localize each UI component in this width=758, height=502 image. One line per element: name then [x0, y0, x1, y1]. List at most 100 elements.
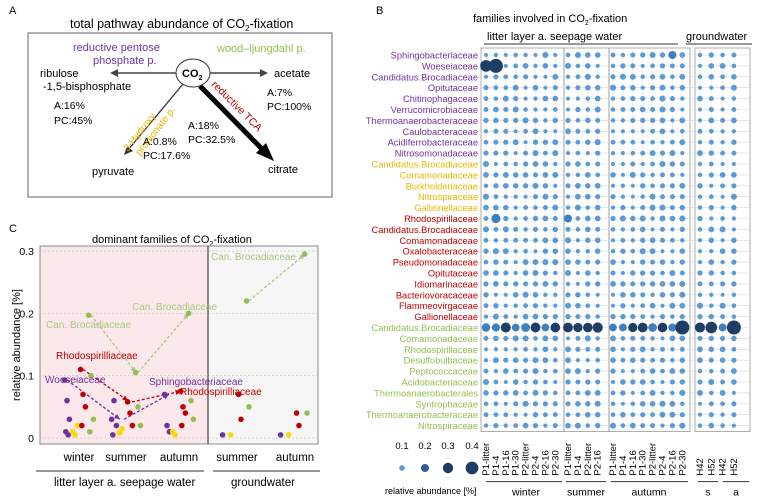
bubble-dot: [708, 63, 715, 69]
bubble-dot: [659, 204, 666, 211]
bubble-dot: [584, 389, 591, 396]
bubble-dot: [513, 412, 518, 417]
c-data-point: [61, 377, 68, 383]
bubble-dot: [523, 368, 529, 374]
bubble-dot: [660, 172, 665, 178]
bubble-dot: [720, 238, 725, 243]
bubble-dot: [543, 303, 548, 308]
bubble-dot: [649, 85, 656, 91]
bubble-dot: [513, 74, 518, 80]
bubble-dot: [708, 422, 715, 429]
bubble-dot: [594, 182, 601, 189]
bubble-dot: [483, 368, 489, 374]
bubble-dot: [565, 412, 571, 417]
family-label: Chitinophagaceae: [403, 94, 478, 104]
bubble-dot: [650, 216, 655, 221]
bubble-dot: [503, 270, 509, 276]
bubble-dot: [649, 150, 656, 157]
bubble-dot: [522, 183, 529, 189]
bubble-dot: [513, 368, 519, 374]
bubble-dot: [575, 96, 580, 101]
bubble-dot: [660, 423, 665, 428]
bubble-dot: [639, 401, 646, 407]
bubble-dot: [696, 302, 704, 309]
bubble-dot: [552, 248, 559, 254]
c-annotation: Can. Brocadiaceae: [211, 252, 296, 263]
bubble-dot: [640, 281, 646, 287]
bubble-dot: [610, 215, 616, 222]
bubble-dot: [620, 291, 626, 298]
bubble-dot: [731, 227, 736, 232]
bubble-dot: [720, 270, 725, 276]
bubble-dot: [709, 249, 714, 254]
bubble-dot: [543, 85, 548, 90]
bubble-dot: [610, 172, 616, 178]
bubble-dot: [670, 129, 675, 134]
bubble-dot: [697, 335, 703, 341]
c-trend-arrow: [137, 312, 190, 373]
bubble-dot: [620, 52, 626, 58]
bubble-dot: [610, 249, 616, 254]
season-label: s: [705, 487, 710, 499]
bubble-dot: [575, 412, 581, 418]
bubble-dot: [640, 292, 646, 298]
bubble-dot: [553, 390, 558, 396]
bubble-dot: [679, 117, 686, 124]
family-label: Burkholderiaceae: [406, 181, 478, 191]
bubble-dot: [697, 205, 703, 210]
bubble-dot: [542, 193, 549, 200]
bubble-dot: [639, 248, 646, 255]
bubble-dot: [731, 281, 737, 287]
c-data-point: [177, 388, 184, 395]
bubble-dot: [720, 85, 725, 91]
bubble-dot: [513, 226, 519, 232]
c-xtick-label: autumn: [160, 452, 198, 464]
bubble-dot: [640, 270, 646, 276]
c-data-point: [80, 391, 86, 398]
sample-label: P2-litter: [648, 443, 659, 476]
bubble-dot: [513, 281, 519, 287]
bubble-dot: [669, 96, 675, 102]
family-label: Acidobacteriaceae: [402, 378, 479, 388]
bubble-dot: [679, 291, 686, 298]
bubble-dot: [483, 74, 489, 79]
bubble-dot: [720, 379, 726, 385]
sample-label: P1-4: [573, 456, 584, 476]
bubble-dot: [512, 84, 519, 91]
bubble-dot: [610, 183, 616, 188]
bubble-dot: [552, 95, 559, 102]
bubble-dot: [512, 390, 519, 396]
bubble-dot: [592, 322, 603, 333]
bubble-dot: [659, 215, 666, 222]
c-annotation: Woeseiaceae: [45, 375, 106, 386]
bubble-dot: [542, 390, 549, 396]
bubble-dot: [708, 401, 714, 407]
bubble-dot: [512, 106, 519, 113]
bubble-dot: [731, 303, 737, 309]
bubble-dot: [513, 347, 518, 352]
bubble-dot: [708, 117, 715, 124]
bubble-dot: [513, 249, 518, 254]
bubble-dot: [542, 205, 548, 211]
family-label: Caulobacteraceae: [403, 127, 478, 137]
bubble-dot: [585, 139, 591, 145]
bubble-dot: [670, 74, 675, 80]
bubble-dot: [585, 249, 590, 254]
bubble-dot: [720, 368, 726, 374]
bubble-dot: [574, 422, 581, 429]
bubble-dot: [523, 161, 529, 167]
c-data-point: [301, 251, 308, 257]
bubble-dot: [668, 323, 677, 332]
bubble-dot: [679, 52, 686, 58]
value-3hp-a: A:0.8%: [143, 136, 177, 148]
bubble-dot: [670, 314, 675, 319]
bubble-dot: [630, 281, 636, 287]
bubble-dot: [630, 238, 635, 243]
bubble-dot: [620, 139, 626, 145]
bubble-dot: [542, 139, 549, 145]
legend-size-label: 0.2: [418, 441, 431, 452]
bubble-dot: [523, 237, 529, 243]
bubble-dot: [640, 74, 645, 80]
bubble-dot: [730, 193, 737, 200]
bubble-dot: [565, 107, 571, 112]
